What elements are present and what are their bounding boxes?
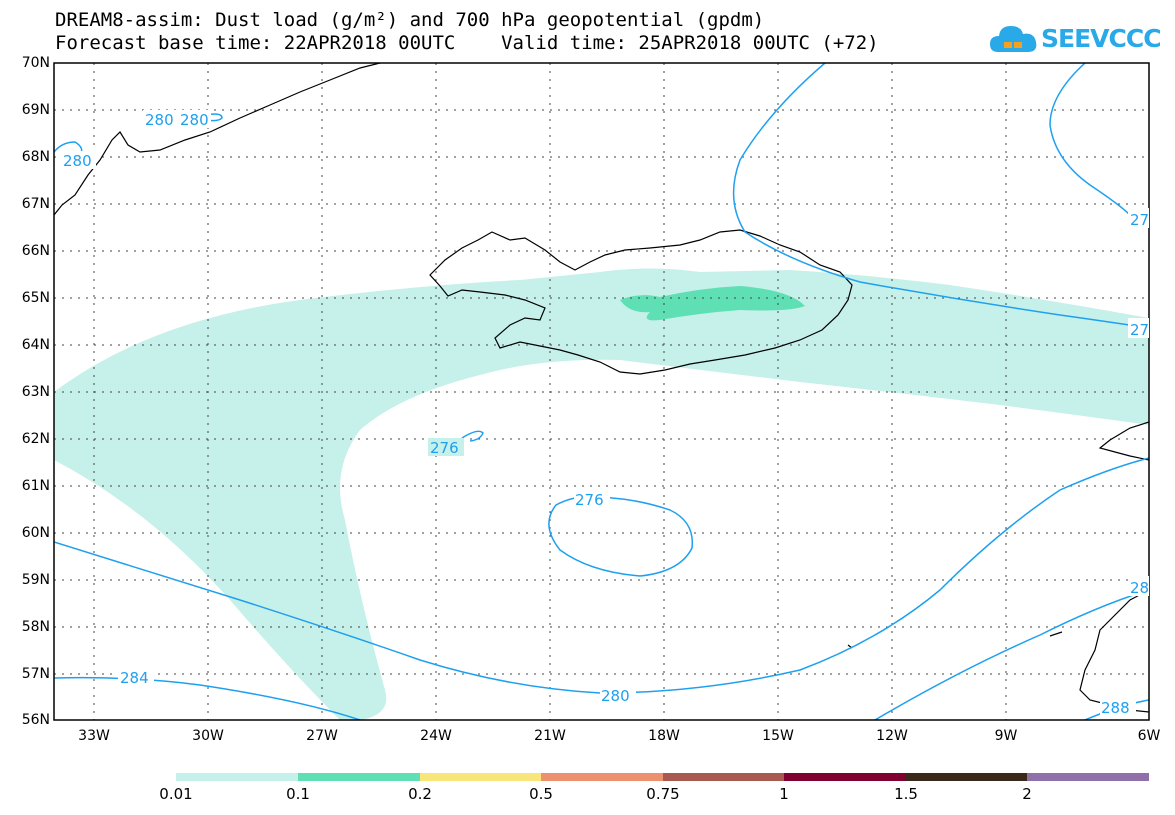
chart-title-line2: Forecast base time: 22APR2018 00UTC Vali…: [55, 32, 879, 54]
contour-label: 28: [1130, 579, 1149, 597]
colorbar-swatch: [1027, 773, 1149, 781]
colorbar-label: 0.75: [646, 785, 680, 803]
lat-label: 65N: [21, 290, 50, 306]
lon-label: 24W: [420, 728, 452, 744]
lat-label: 69N: [21, 102, 50, 118]
colorbar-swatch: [906, 773, 1027, 781]
dust-area-mid: [620, 286, 805, 321]
lon-label: 12W: [876, 728, 908, 744]
lat-label: 63N: [21, 384, 50, 400]
lat-label: 64N: [21, 337, 50, 353]
coastlines: [54, 63, 1149, 713]
lon-label: 21W: [534, 728, 566, 744]
contour-label: 27: [1130, 321, 1149, 339]
colorbar-swatch: [541, 773, 663, 781]
dust-area-low: [54, 268, 1149, 720]
lat-label: 62N: [21, 431, 50, 447]
iceland-coast: [429, 229, 853, 375]
colorbar-label: 0.1: [286, 785, 310, 803]
lon-label: 6W: [1137, 728, 1161, 744]
chart-title-line1: DREAM8-assim: Dust load (g/m²) and 700 h…: [55, 9, 765, 31]
geopotential-contours: [54, 63, 1149, 720]
lat-label: 61N: [21, 478, 50, 494]
scotland-coast: [1079, 589, 1149, 713]
contour-label: 284: [120, 669, 149, 687]
lat-label: 67N: [21, 196, 50, 212]
lat-label: 68N: [21, 149, 50, 165]
colorbar-swatch: [298, 773, 420, 781]
lat-label: 56N: [21, 712, 50, 728]
norway-coast: [1098, 421, 1149, 461]
colorbar-swatch: [784, 773, 906, 781]
colorbar-label: 0.5: [529, 785, 553, 803]
colorbar-label: 2: [1022, 785, 1032, 803]
colorbar-swatch: [176, 773, 298, 781]
lon-label: 15W: [762, 728, 794, 744]
colorbar-swatch: [663, 773, 784, 781]
lat-label: 70N: [21, 55, 50, 71]
logo-text: SEEVCCC: [1041, 24, 1162, 53]
colorbar-label: 1: [779, 785, 789, 803]
colorbar-label: 1.5: [894, 785, 918, 803]
cloud-icon: [990, 26, 1037, 52]
colorbar-label: 0.2: [408, 785, 432, 803]
lon-label: 18W: [648, 728, 680, 744]
map-frame: [53, 62, 1150, 721]
seevccc-logo: SEEVCCC: [988, 18, 1162, 60]
contour-label: 276: [575, 491, 604, 509]
contour-label: 280: [601, 687, 630, 705]
contour-label: 280: [145, 111, 174, 129]
map-grid: [54, 63, 1149, 720]
lat-label: 58N: [21, 619, 50, 635]
lon-label: 30W: [192, 728, 224, 744]
greenland-coast: [54, 63, 381, 216]
lat-label: 59N: [21, 572, 50, 588]
lat-label: 60N: [21, 525, 50, 541]
lon-label: 9W: [994, 728, 1018, 744]
contour-label: 288: [1101, 699, 1130, 717]
contour-label: 276: [430, 439, 459, 457]
lat-label: 57N: [21, 666, 50, 682]
contour-label: 280: [63, 152, 92, 170]
contour-label: 280: [180, 111, 209, 129]
lat-label: 66N: [21, 243, 50, 259]
lon-label: 33W: [78, 728, 110, 744]
contour-label: 27: [1130, 211, 1149, 229]
lon-label: 27W: [306, 728, 338, 744]
colorbar-swatch: [420, 773, 541, 781]
colorbar-label: 0.01: [159, 785, 193, 803]
